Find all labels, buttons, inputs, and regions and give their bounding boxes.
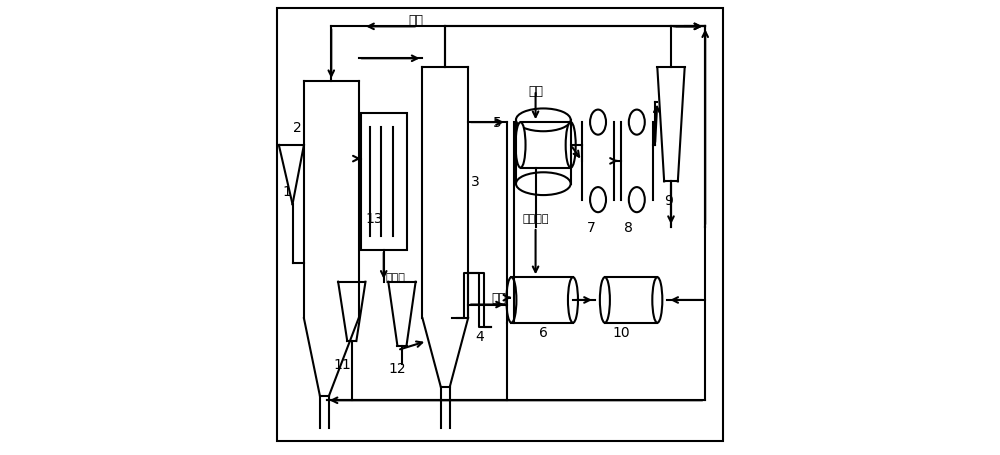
Ellipse shape — [590, 187, 606, 213]
Text: 13: 13 — [366, 212, 383, 225]
Ellipse shape — [568, 278, 578, 323]
Text: 3: 3 — [471, 175, 479, 189]
Text: 6: 6 — [539, 325, 548, 339]
Text: 2: 2 — [293, 121, 301, 134]
Text: 固体残渣: 固体残渣 — [522, 213, 549, 223]
Ellipse shape — [629, 187, 645, 213]
Text: 11: 11 — [334, 357, 352, 371]
Text: 水蒸气: 水蒸气 — [386, 273, 406, 283]
Ellipse shape — [652, 278, 662, 323]
Text: 截气: 截气 — [492, 292, 507, 304]
Ellipse shape — [566, 123, 576, 168]
Text: 干燥: 干燥 — [408, 14, 423, 27]
Ellipse shape — [600, 278, 610, 323]
Ellipse shape — [506, 278, 516, 323]
Text: 5: 5 — [493, 116, 502, 130]
Ellipse shape — [590, 111, 606, 136]
Text: 7: 7 — [587, 221, 596, 234]
Text: 截气: 截气 — [528, 85, 543, 97]
Text: 4: 4 — [475, 330, 484, 344]
Bar — [361, 114, 407, 250]
Text: 9: 9 — [664, 193, 673, 207]
Text: 10: 10 — [612, 325, 630, 339]
Ellipse shape — [629, 111, 645, 136]
Ellipse shape — [516, 173, 571, 196]
Ellipse shape — [516, 109, 571, 132]
Text: 1: 1 — [282, 184, 291, 198]
Text: 8: 8 — [624, 221, 633, 234]
Ellipse shape — [516, 123, 526, 168]
Text: 12: 12 — [389, 362, 406, 375]
